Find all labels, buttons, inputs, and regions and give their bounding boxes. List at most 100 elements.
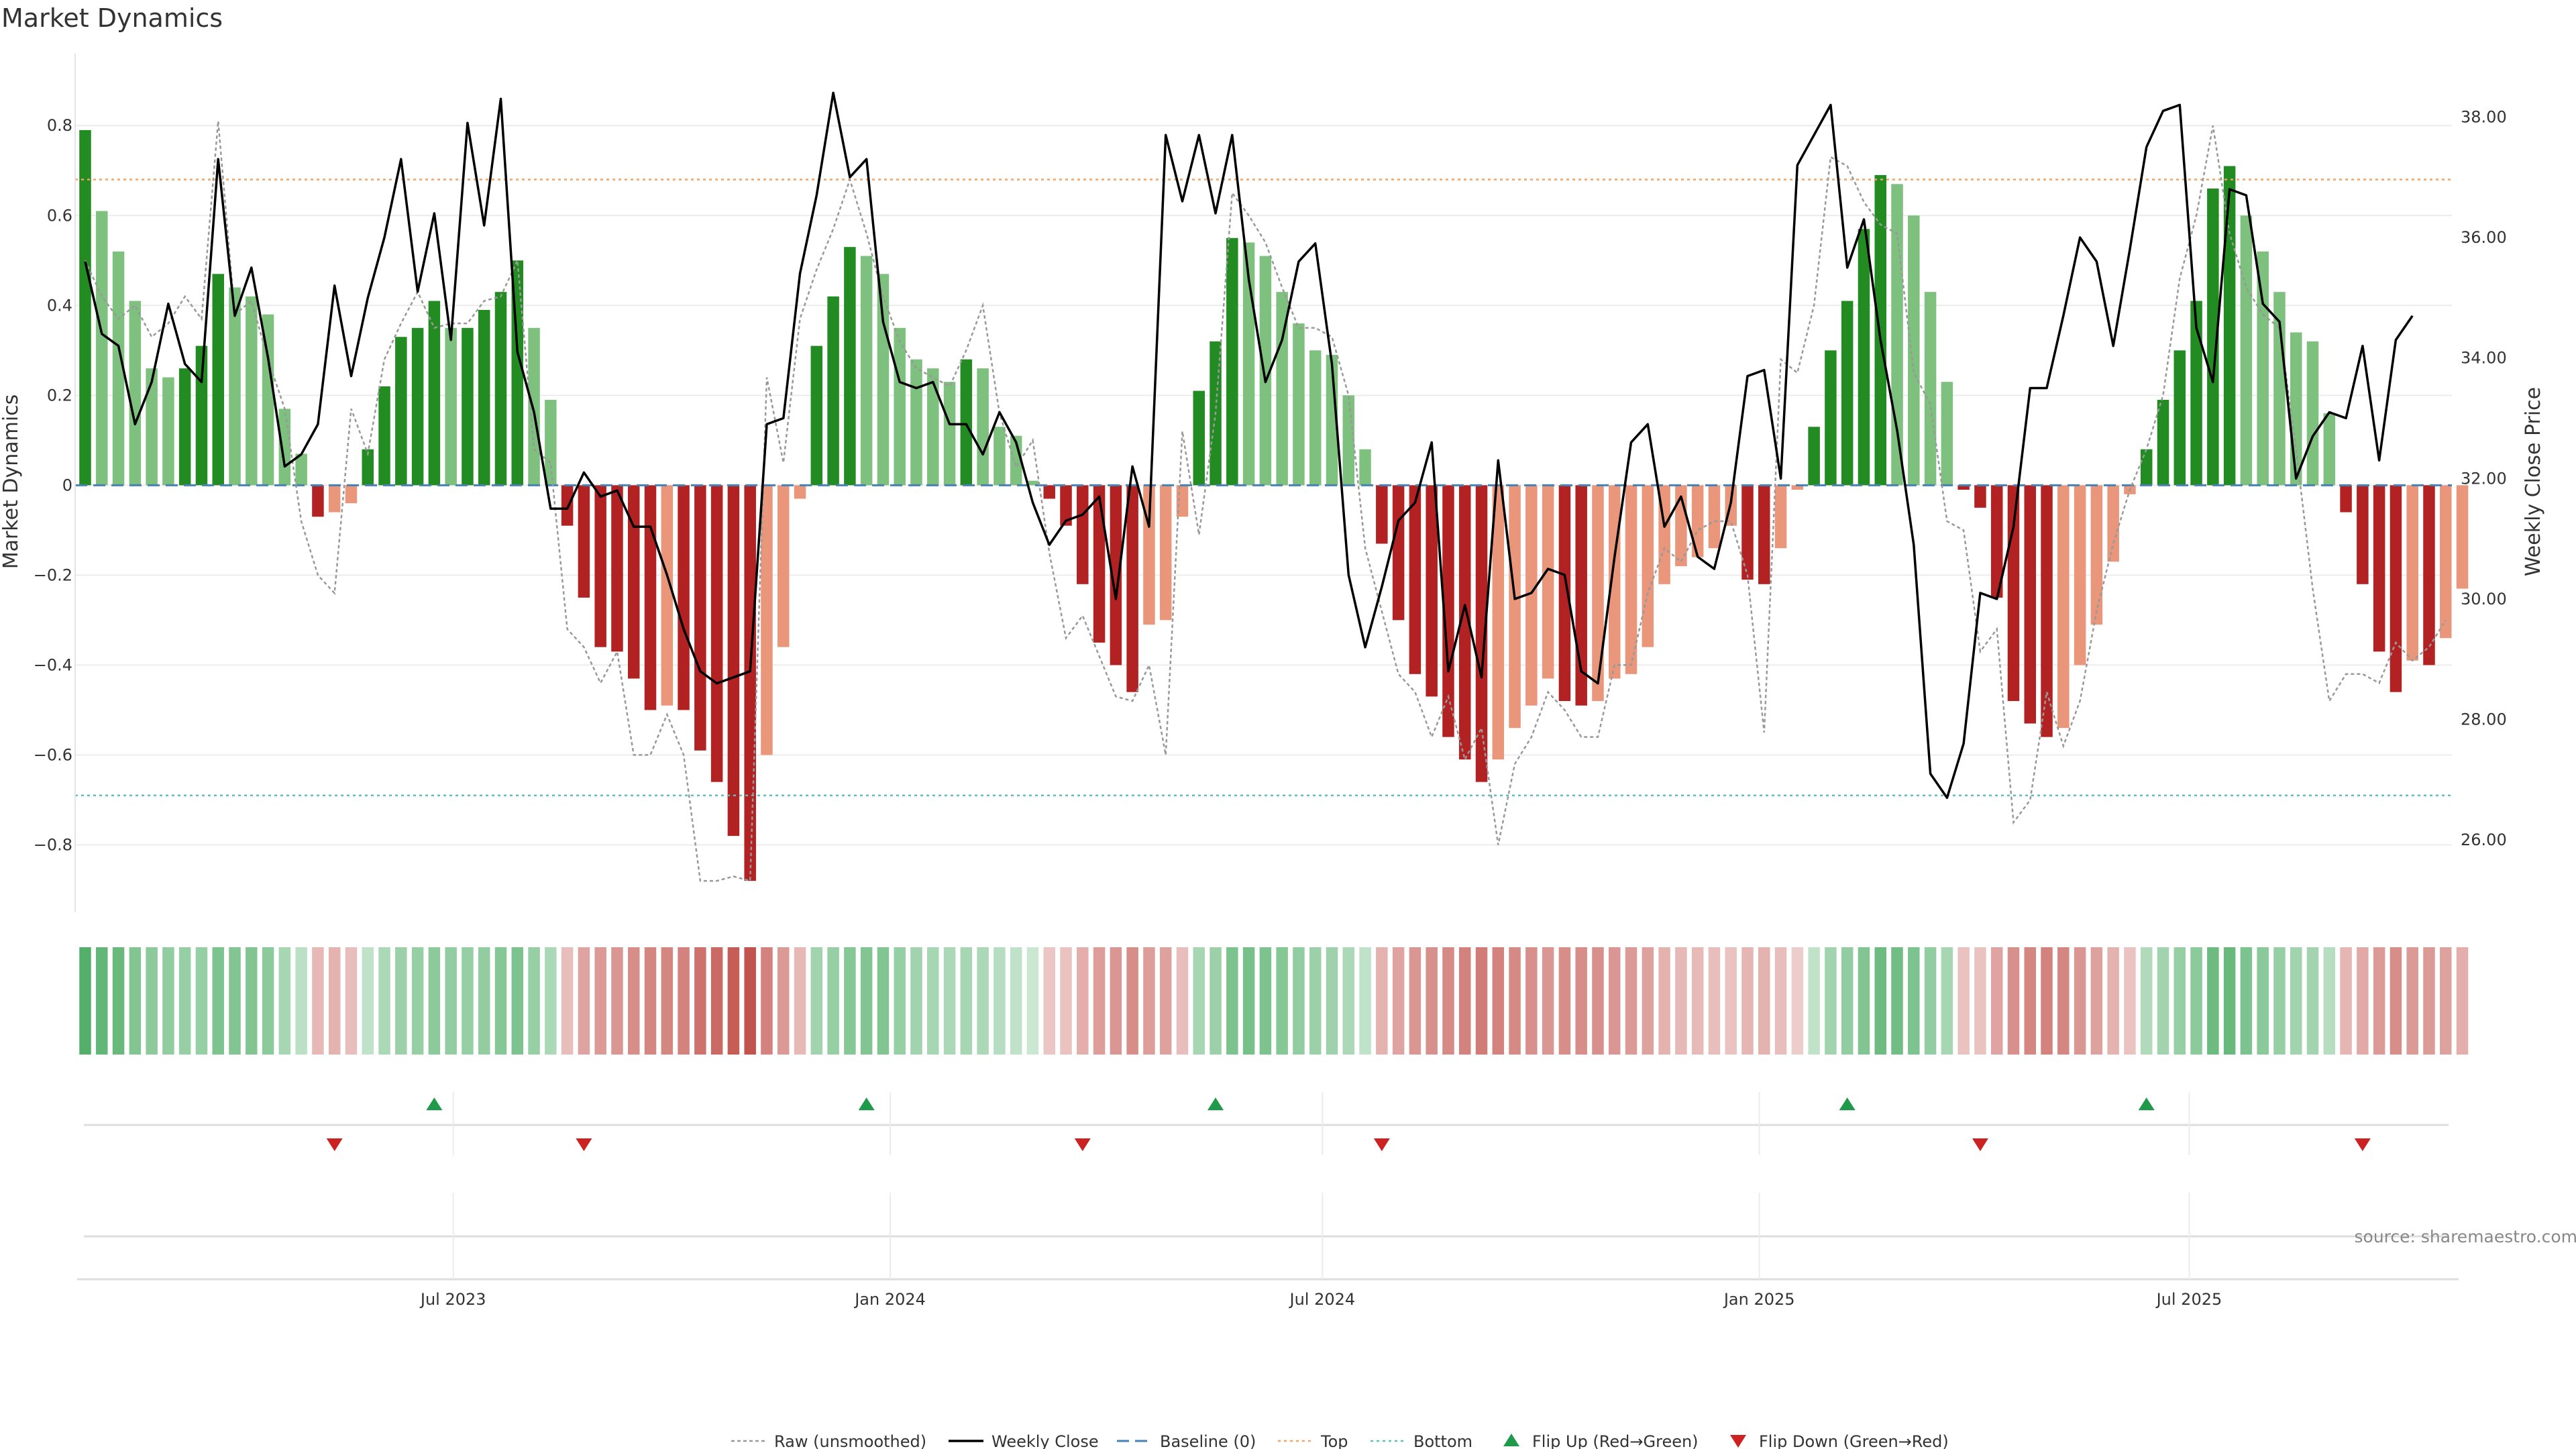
source-note: source: sharemaestro.com xyxy=(2355,1227,2576,1246)
regime-cell xyxy=(1259,947,1272,1055)
dynamics-bar xyxy=(1841,301,1854,486)
regime-cell xyxy=(2273,947,2286,1055)
dynamics-bar xyxy=(844,247,856,486)
dynamics-bar xyxy=(994,427,1006,486)
regime-cell xyxy=(278,947,291,1055)
regime-cell xyxy=(1858,947,1870,1055)
dynamics-bar xyxy=(2340,485,2352,513)
dynamics-bar xyxy=(2190,301,2202,486)
regime-cell xyxy=(1159,947,1172,1055)
y2-tick-label: 30.00 xyxy=(2461,590,2507,608)
raw-series-line xyxy=(84,121,2447,882)
regime-cell xyxy=(212,947,224,1055)
regime-cell xyxy=(694,947,706,1055)
dynamics-bar xyxy=(1060,485,1072,526)
regime-cell xyxy=(1509,947,1521,1055)
legend-label: Weekly Close xyxy=(991,1432,1099,1449)
dynamics-bar xyxy=(744,485,756,881)
dynamics-bar xyxy=(627,485,640,679)
regime-cell xyxy=(1293,947,1305,1055)
left-axis-ticks: 0.8 0.6 0.4 0.2 0 −0.2 −0.4 −0.6 −0.8 xyxy=(34,116,72,854)
regime-cell xyxy=(794,947,806,1055)
regime-cell xyxy=(627,947,640,1055)
regime-cell xyxy=(1642,947,1654,1055)
right-axis-ticks: 38.00 36.00 34.00 32.00 30.00 28.00 26.00 xyxy=(2461,107,2507,849)
dynamics-bars xyxy=(79,129,2469,881)
regime-cell xyxy=(1226,947,1238,1055)
regime-cell xyxy=(478,947,490,1055)
regime-cell xyxy=(146,947,158,1055)
legend-label: Top xyxy=(1320,1432,1348,1449)
dynamics-bar xyxy=(611,485,623,652)
y2-axis-label: Weekly Close Price xyxy=(2522,387,2545,576)
weekly-close-line xyxy=(84,91,2414,800)
regime-cell xyxy=(2456,947,2469,1055)
regime-cell xyxy=(2290,947,2302,1055)
dynamics-bar xyxy=(710,485,723,782)
flip-down-marker xyxy=(326,1138,343,1151)
dynamics-bar xyxy=(594,485,606,647)
regime-cell xyxy=(1359,947,1371,1055)
regime-cell xyxy=(1492,947,1505,1055)
regime-cell xyxy=(644,947,657,1055)
legend-swatch-flip-down xyxy=(1730,1435,1746,1448)
regime-cell xyxy=(2107,947,2119,1055)
regime-cell xyxy=(2257,947,2269,1055)
regime-cell xyxy=(1841,947,1854,1055)
regime-cell xyxy=(2390,947,2402,1055)
dynamics-bar xyxy=(827,296,839,486)
dynamics-bar xyxy=(1342,395,1355,486)
regime-cell xyxy=(1043,947,1055,1055)
regime-cell xyxy=(1774,947,1787,1055)
regime-cell xyxy=(1458,947,1471,1055)
chart-title: Market Dynamics xyxy=(1,3,223,33)
regime-cell xyxy=(1791,947,1804,1055)
dynamics-bar xyxy=(777,485,790,647)
y2-tick-label: 26.00 xyxy=(2461,830,2507,849)
regime-cell xyxy=(162,947,174,1055)
regime-cell xyxy=(1808,947,1820,1055)
regime-cell xyxy=(112,947,125,1055)
regime-cell xyxy=(1110,947,1122,1055)
dynamics-bar xyxy=(2223,166,2236,486)
regime-cell xyxy=(1442,947,1454,1055)
regime-cell xyxy=(428,947,441,1055)
dynamics-bar xyxy=(1492,485,1505,760)
regime-cell xyxy=(2140,947,2153,1055)
dynamics-bar xyxy=(2090,485,2103,625)
legend-label: Bottom xyxy=(1413,1432,1472,1449)
regime-cell xyxy=(1990,947,2003,1055)
regime-cell xyxy=(1326,947,1338,1055)
regime-cell xyxy=(2423,947,2435,1055)
regime-cell xyxy=(661,947,674,1055)
y-tick-label: −0.2 xyxy=(34,566,72,584)
regime-cell xyxy=(2074,947,2086,1055)
regime-cell xyxy=(178,947,191,1055)
dynamics-bar xyxy=(162,377,174,486)
regime-cell xyxy=(1342,947,1355,1055)
regime-cell xyxy=(1426,947,1438,1055)
legend-item: Weekly Close xyxy=(949,1432,1099,1449)
dynamics-bar xyxy=(1741,485,1754,580)
dynamics-bar xyxy=(1458,485,1471,760)
dynamics-bar xyxy=(1159,485,1172,621)
regime-cell xyxy=(445,947,457,1055)
regime-cell xyxy=(561,947,574,1055)
dynamics-bar xyxy=(428,301,441,486)
dynamics-bar xyxy=(1309,350,1322,486)
legend-item: Raw (unsmoothed) xyxy=(731,1432,926,1449)
regime-cell xyxy=(1010,947,1022,1055)
dynamics-bar xyxy=(1758,485,1770,584)
regime-cell xyxy=(2323,947,2336,1055)
dynamics-bar xyxy=(1259,256,1272,486)
regime-cell xyxy=(129,947,142,1055)
legend-item: Baseline (0) xyxy=(1117,1432,1256,1449)
dynamics-panel: 0.8 0.6 0.4 0.2 0 −0.2 −0.4 −0.6 −0.8 38.00 36.00… xyxy=(34,54,2507,912)
regime-cell xyxy=(1210,947,1222,1055)
regime-cell xyxy=(1309,947,1322,1055)
dynamics-bar xyxy=(1193,390,1205,486)
regime-cell xyxy=(2174,947,2186,1055)
dynamics-bar xyxy=(1625,485,1638,674)
dynamics-bar xyxy=(2440,485,2452,639)
